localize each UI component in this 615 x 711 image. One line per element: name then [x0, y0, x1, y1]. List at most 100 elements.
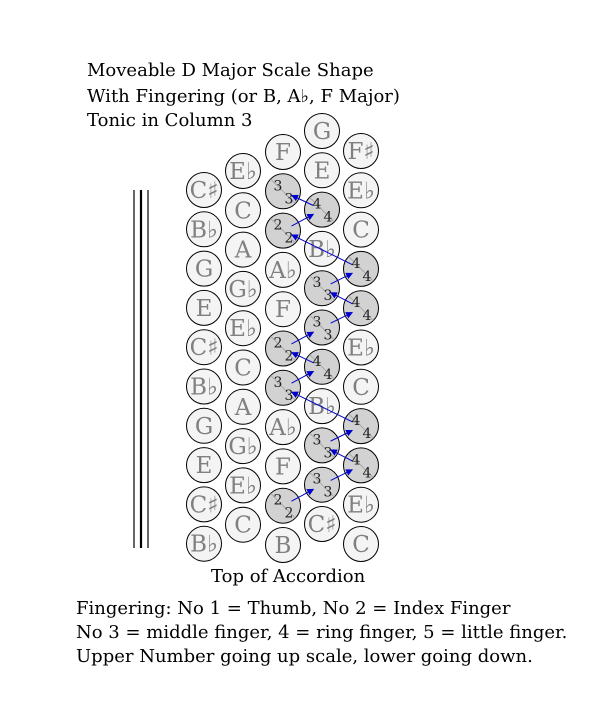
accordion-button: E♭ [343, 172, 379, 209]
accordion-button: A [225, 231, 261, 268]
finger-down-number: 2 [285, 231, 294, 247]
fingering-arrow [291, 213, 315, 227]
fingering-arrow [329, 449, 353, 462]
fingering-arrow [291, 391, 353, 423]
note-label: F [275, 454, 291, 480]
accordion-button: G♭ [225, 428, 261, 465]
button-circle [225, 349, 261, 386]
accordion-button: F [265, 291, 301, 328]
accordion-button: C [225, 349, 261, 386]
note-label: C♯ [190, 178, 219, 204]
finger-up-number: 4 [352, 413, 361, 429]
finger-up-number: 3 [274, 178, 283, 194]
scale-button: 44 [343, 250, 379, 287]
button-circle [343, 133, 379, 169]
finger-down-number: 4 [363, 308, 372, 324]
accordion-button: B♭ [186, 368, 222, 405]
accordion-button: F♯ [343, 133, 379, 169]
finger-up-number: 2 [274, 493, 283, 509]
button-circle [186, 525, 222, 562]
scale-button: 44 [304, 191, 340, 228]
scale-button: 44 [304, 348, 340, 385]
note-label: B♭ [190, 375, 218, 401]
button-circle [343, 368, 379, 405]
accordion-button: C [225, 192, 261, 229]
note-label: B [275, 533, 292, 559]
finger-down-number: 2 [285, 506, 294, 522]
note-label: F [275, 140, 291, 166]
button-circle [186, 211, 222, 248]
scale-button: 22 [265, 330, 301, 367]
note-label: G♭ [228, 277, 257, 303]
accordion-button: B♭ [304, 388, 340, 425]
note-label: G [195, 257, 213, 283]
note-label: G [195, 414, 213, 440]
accordion-button: B♭ [186, 211, 222, 248]
note-label: E♭ [229, 159, 257, 185]
fingering-arrow [291, 331, 315, 345]
button-circle [343, 172, 379, 209]
accordion-button: E [186, 289, 222, 326]
note-label: E♭ [229, 473, 257, 499]
note-label: C [352, 218, 370, 244]
finger-up-number: 4 [313, 197, 322, 213]
finger-down-number: 2 [285, 349, 294, 365]
finger-up-number: 2 [274, 218, 283, 234]
note-label: E [196, 296, 213, 322]
button-slash [309, 196, 335, 223]
button-circle [343, 526, 379, 562]
note-label: B♭ [190, 217, 218, 243]
accordion-button: E♭ [225, 467, 261, 504]
scale-button: 33 [304, 270, 340, 307]
accordion-button: F [265, 134, 301, 170]
button-circle [225, 388, 261, 425]
note-label: A♭ [268, 415, 296, 441]
finger-down-number: 3 [324, 485, 333, 501]
button-circle [186, 407, 222, 444]
button-circle [186, 447, 222, 484]
note-label: C [352, 532, 370, 558]
note-label: A♭ [268, 258, 296, 284]
accordion-button: B [265, 527, 301, 563]
note-label: E [196, 453, 213, 479]
scale-button: 33 [304, 309, 340, 346]
fingering-arrow [330, 429, 354, 442]
accordion-button: A♭ [265, 409, 301, 446]
finger-down-number: 4 [363, 426, 372, 442]
button-circle [304, 230, 340, 267]
button-circle [265, 409, 301, 446]
button-slash [309, 354, 335, 380]
note-label: F♯ [347, 139, 374, 165]
button-circle [186, 329, 222, 366]
button-circle [304, 506, 340, 542]
fingering-arrow [330, 469, 354, 481]
note-label: C [352, 375, 370, 401]
note-label: G♭ [228, 434, 257, 460]
fingering-arrow [291, 234, 353, 266]
button-circle [265, 134, 301, 170]
note-label: C [234, 513, 252, 539]
finger-up-number: 4 [313, 354, 322, 370]
treble-bars [133, 190, 149, 548]
note-label: G [313, 119, 331, 145]
button-slash [348, 452, 374, 479]
accordion-button: G [186, 250, 222, 287]
finger-down-number: 3 [324, 445, 333, 461]
tonic-note: Tonic in Column 3 [87, 110, 253, 131]
button-circle [304, 152, 340, 189]
finger-up-number: 3 [313, 315, 322, 331]
button-circle [265, 448, 301, 485]
button-circle [186, 368, 222, 405]
finger-down-number: 3 [285, 191, 294, 207]
top-of-accordion-caption: Top of Accordion [211, 566, 366, 587]
button-circle [265, 527, 301, 563]
button-slash [348, 256, 374, 282]
accordion-button: C [343, 368, 379, 405]
scale-button: 33 [304, 427, 340, 464]
scale-button: 44 [343, 290, 379, 327]
accordion-button: E♭ [225, 153, 261, 189]
button-circle [186, 289, 222, 326]
finger-down-number: 3 [285, 388, 294, 404]
finger-down-number: 3 [324, 288, 333, 304]
